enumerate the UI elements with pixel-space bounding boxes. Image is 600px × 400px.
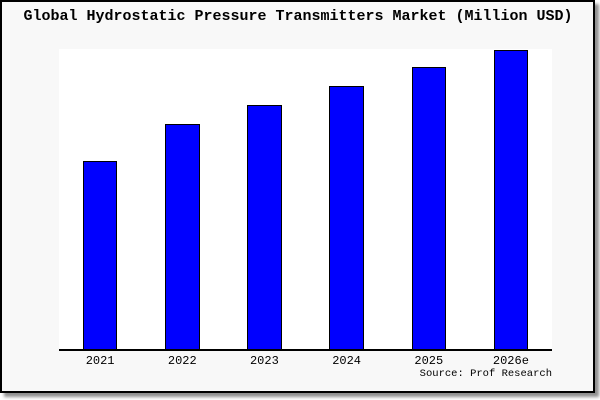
bar-2023 — [247, 105, 282, 349]
bar-2026e — [493, 49, 529, 349]
x-axis-ticks: 2021 2022 2023 2024 2025 2026e — [59, 355, 552, 369]
x-tick-label-2022: 2022 — [167, 354, 197, 368]
bar-2021 — [82, 161, 118, 349]
bar-2025 — [411, 67, 446, 349]
x-tick-label-2023: 2023 — [249, 354, 279, 368]
bar-2024 — [329, 85, 364, 349]
x-tick-label-2026e: 2026e — [492, 354, 529, 368]
x-tick-label-2025: 2025 — [414, 354, 444, 368]
x-tick-label-2021: 2021 — [85, 354, 115, 368]
plot-area — [59, 49, 552, 351]
chart-title: Global Hydrostatic Pressure Transmitters… — [23, 8, 573, 25]
bar-2022 — [165, 123, 200, 349]
source-credit: Source: Prof Research — [419, 368, 552, 380]
x-tick-label-2024: 2024 — [332, 354, 361, 368]
